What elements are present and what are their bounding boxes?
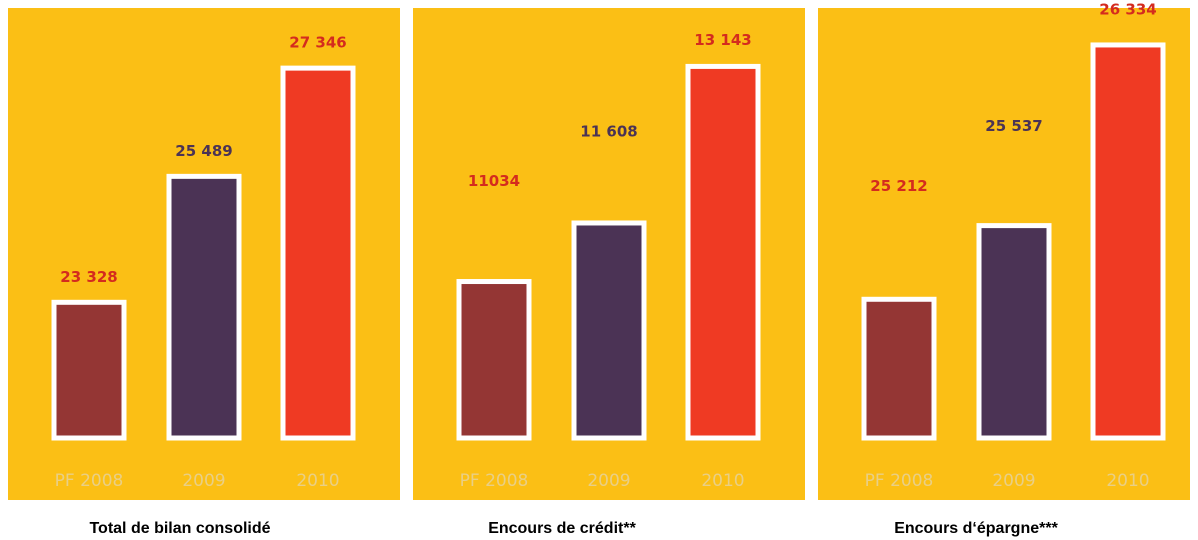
value-label: 13 143 (694, 31, 751, 49)
category-label: PF 2008 (865, 471, 934, 491)
value-label: 26 334 (1099, 0, 1156, 18)
category-label: 2009 (182, 471, 225, 491)
category-label: 2009 (587, 471, 630, 491)
value-label: 23 328 (60, 268, 117, 286)
bar (571, 220, 647, 441)
chart-title: Encours de crédit** (488, 520, 636, 537)
value-label: 25 212 (870, 177, 927, 195)
bar (861, 296, 937, 441)
value-label: 25 489 (175, 142, 232, 160)
category-label: 2010 (1106, 471, 1149, 491)
bar (456, 279, 532, 441)
bar (280, 65, 356, 441)
chart-title: Encours d‘épargne*** (894, 520, 1058, 537)
value-label: 11034 (468, 172, 520, 190)
category-label: PF 2008 (460, 471, 529, 491)
value-label: 25 537 (985, 117, 1042, 135)
category-label: 2010 (701, 471, 744, 491)
bar (976, 223, 1052, 441)
category-label: 2009 (992, 471, 1035, 491)
value-label: 11 608 (580, 122, 637, 140)
chart-title: Total de bilan consolidé (89, 520, 270, 537)
bar (1090, 42, 1166, 441)
category-label: 2010 (296, 471, 339, 491)
bar (51, 299, 127, 441)
bar (685, 63, 761, 441)
value-label: 27 346 (289, 34, 346, 52)
bar (166, 173, 242, 441)
category-label: PF 2008 (55, 471, 124, 491)
